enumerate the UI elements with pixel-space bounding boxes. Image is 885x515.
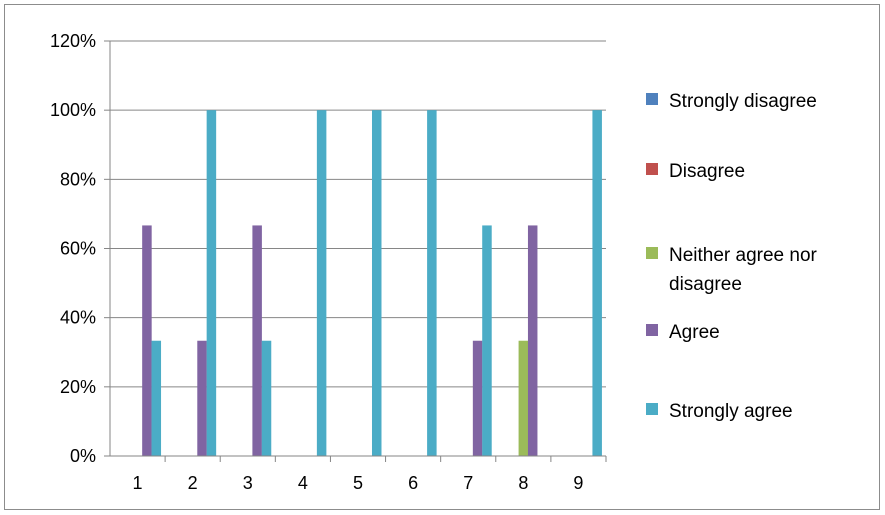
x-tick-label: 5 [353,473,363,493]
bar-5-6 [427,110,437,457]
y-tick-label: 20% [60,377,96,397]
legend-label: Neither agree nor [669,245,818,266]
legend-label: Strongly disagree [669,91,817,112]
x-tick-label: 9 [573,473,583,493]
bar-5-1 [151,340,162,456]
bar-5-5 [371,110,382,457]
y-tick-label: 120% [50,31,96,51]
legend: Strongly disagree Disagree Neither agree n… [646,91,818,422]
bar-5-9 [592,110,602,457]
x-tick-label: 4 [298,473,308,493]
bar-4-3 [252,225,262,456]
y-tick-label: 40% [60,308,96,328]
y-tick-label: 0% [70,446,96,466]
bar-4-8 [527,225,538,456]
bar-3-8 [518,340,529,456]
y-tick-label: 80% [60,169,96,189]
axes [104,40,607,462]
legend-swatch [646,403,658,415]
legend-swatch [646,247,658,259]
x-tick-label: 7 [463,473,473,493]
legend-label: disagree [669,274,742,295]
y-tick-labels: 0% 20% 40% 60% 80% 100% 120% [50,31,96,466]
bar-4-7 [472,340,483,456]
legend-label: Strongly agree [669,401,793,422]
legend-label: Agree [669,322,720,343]
x-tick-labels: 1 2 3 4 5 6 7 8 9 [133,473,584,493]
bar-5-7 [482,225,492,456]
x-tick-label: 1 [133,473,143,493]
bar-5-2 [206,110,217,457]
legend-swatch [646,324,658,336]
x-tick-label: 2 [188,473,198,493]
legend-swatch [646,93,658,105]
x-tick-label: 3 [243,473,253,493]
x-tick-label: 6 [408,473,418,493]
bars [142,110,602,457]
legend-label: Disagree [669,161,745,182]
bar-4-1 [142,225,152,456]
bar-5-4 [316,110,327,457]
x-tick-label: 8 [518,473,528,493]
y-tick-label: 60% [60,239,96,259]
y-tick-label: 100% [50,100,96,120]
bar-4-2 [197,340,207,456]
legend-swatch [646,163,658,175]
bar-5-3 [261,340,272,456]
